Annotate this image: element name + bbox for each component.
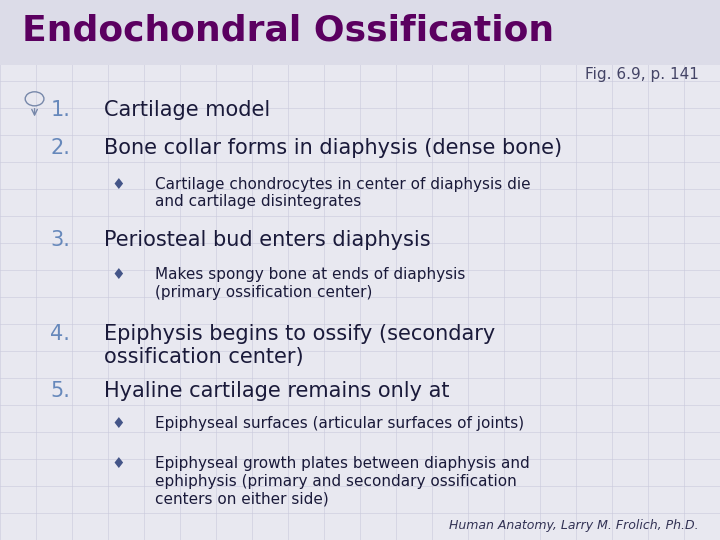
Text: Cartilage model: Cartilage model — [104, 100, 271, 120]
Text: ♦: ♦ — [112, 177, 125, 192]
Text: Bone collar forms in diaphysis (dense bone): Bone collar forms in diaphysis (dense bo… — [104, 138, 562, 158]
Text: Hyaline cartilage remains only at: Hyaline cartilage remains only at — [104, 381, 450, 401]
Text: ♦: ♦ — [112, 267, 125, 282]
Text: 2.: 2. — [50, 138, 71, 158]
Text: Epiphyseal growth plates between diaphysis and
ephiphysis (primary and secondary: Epiphyseal growth plates between diaphys… — [155, 456, 529, 506]
Text: Periosteal bud enters diaphysis: Periosteal bud enters diaphysis — [104, 230, 431, 249]
Text: 4.: 4. — [50, 324, 71, 344]
Text: ♦: ♦ — [112, 456, 125, 471]
Text: 1.: 1. — [50, 100, 71, 120]
Text: Cartilage chondrocytes in center of diaphysis die
and cartilage disintegrates: Cartilage chondrocytes in center of diap… — [155, 177, 531, 209]
Text: Epiphyseal surfaces (articular surfaces of joints): Epiphyseal surfaces (articular surfaces … — [155, 416, 524, 431]
Text: Human Anatomy, Larry M. Frolich, Ph.D.: Human Anatomy, Larry M. Frolich, Ph.D. — [449, 519, 698, 532]
Text: Fig. 6.9, p. 141: Fig. 6.9, p. 141 — [585, 68, 698, 83]
Text: 3.: 3. — [50, 230, 71, 249]
Text: ♦: ♦ — [112, 416, 125, 431]
Text: Epiphysis begins to ossify (secondary
ossification center): Epiphysis begins to ossify (secondary os… — [104, 324, 495, 367]
Text: Makes spongy bone at ends of diaphysis
(primary ossification center): Makes spongy bone at ends of diaphysis (… — [155, 267, 465, 300]
Text: 5.: 5. — [50, 381, 71, 401]
Text: Endochondral Ossification: Endochondral Ossification — [22, 14, 554, 48]
Bar — [0, 0, 720, 65]
